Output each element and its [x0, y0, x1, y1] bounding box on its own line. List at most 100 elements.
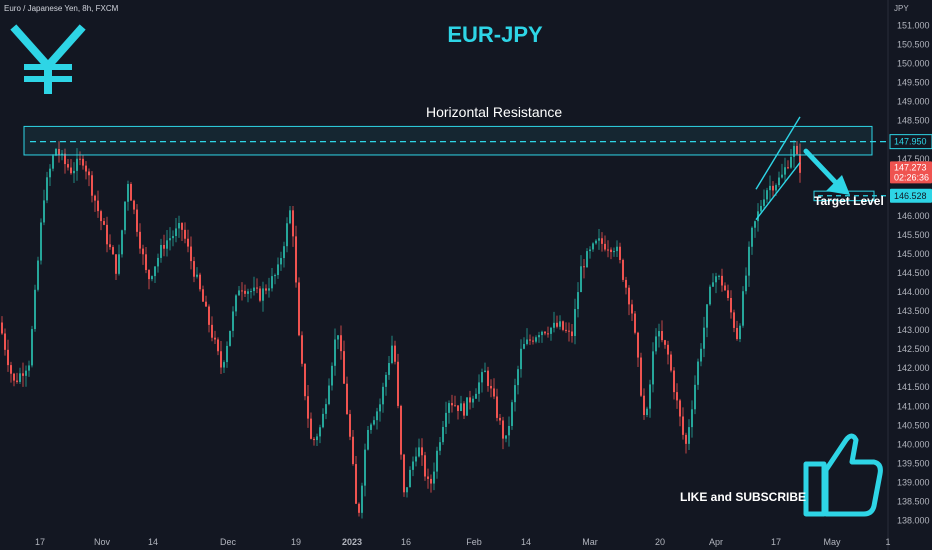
- candle-body: [463, 403, 465, 416]
- x-tick-label: 20: [655, 537, 665, 547]
- resistance-price-tag-bg: [890, 135, 932, 148]
- candle-body: [529, 339, 531, 341]
- candle-body: [253, 287, 255, 292]
- candle-body: [625, 279, 627, 288]
- y-tick-label: 149.500: [897, 78, 930, 88]
- candle-body: [226, 345, 228, 363]
- candle-body: [28, 365, 30, 371]
- candle-body: [313, 438, 315, 441]
- candle-body: [268, 288, 270, 291]
- candle-body: [418, 447, 420, 457]
- candle-body: [616, 246, 618, 252]
- candle-body: [328, 385, 330, 405]
- y-tick-label: 141.500: [897, 382, 930, 392]
- candle-body: [139, 231, 141, 249]
- candle-body: [220, 351, 222, 368]
- candle-body: [517, 369, 519, 386]
- candle-body: [151, 276, 153, 280]
- candle-body: [391, 345, 393, 364]
- candle-body: [160, 244, 162, 258]
- candle-body: [94, 195, 96, 201]
- x-tick-label: 14: [521, 537, 531, 547]
- candle-body: [409, 469, 411, 488]
- candle-body: [292, 210, 294, 237]
- candle-body: [766, 190, 768, 200]
- candle-body: [178, 223, 180, 229]
- candle-body: [742, 291, 744, 326]
- candle-body: [448, 403, 450, 413]
- candle-body: [544, 331, 546, 334]
- y-tick-label: 142.000: [897, 363, 930, 373]
- candle-body: [43, 200, 45, 223]
- yen-icon: [10, 24, 86, 94]
- last-price-tag-bg: [890, 161, 932, 184]
- candle-body: [31, 329, 33, 366]
- candle-body: [499, 417, 501, 421]
- candle-body: [475, 393, 477, 399]
- candle-body: [76, 158, 78, 171]
- candle-body: [316, 436, 318, 441]
- candle-body: [466, 397, 468, 416]
- x-tick-label: 1: [885, 537, 890, 547]
- candle-body: [376, 411, 378, 421]
- resistance-zone: [23, 125, 873, 156]
- candle-body: [58, 148, 60, 156]
- countdown-tag: 02:26:36: [894, 172, 929, 182]
- candle-body: [631, 304, 633, 314]
- candle-body: [790, 156, 792, 168]
- candle-body: [430, 478, 432, 484]
- candle-body: [115, 254, 117, 274]
- candle-body: [598, 238, 600, 241]
- candle-body: [325, 404, 327, 414]
- candle-body: [580, 266, 582, 293]
- candle-body: [427, 476, 429, 479]
- x-tick-label: Mar: [582, 537, 598, 547]
- candle-body: [37, 260, 39, 290]
- candle-body: [571, 331, 573, 337]
- y-tick-label: 140.500: [897, 420, 930, 430]
- candle-body: [730, 297, 732, 313]
- candle-body: [310, 418, 312, 439]
- candle-body: [676, 392, 678, 401]
- candle-body: [502, 420, 504, 439]
- candle-body: [679, 400, 681, 417]
- candle-body: [457, 405, 459, 412]
- candle-body: [346, 383, 348, 415]
- candle-body: [583, 266, 585, 268]
- candle-body: [106, 224, 108, 245]
- target-price-tag-bg: [890, 188, 932, 203]
- candle-body: [142, 248, 144, 255]
- candle-body: [523, 344, 525, 349]
- projection-arrow-head: [826, 174, 850, 195]
- candle-body: [340, 335, 342, 352]
- candle-body: [382, 386, 384, 405]
- candle-body: [706, 304, 708, 328]
- chart-title: EUR-JPY: [447, 22, 543, 47]
- candle-body: [670, 354, 672, 371]
- candle-body: [532, 340, 534, 342]
- candle-body: [298, 282, 300, 336]
- candle-body: [673, 370, 675, 393]
- candle-body: [442, 426, 444, 443]
- candle-body: [52, 155, 54, 169]
- candle-body: [574, 309, 576, 337]
- candle-body: [526, 339, 528, 345]
- candle-body: [148, 270, 150, 280]
- y-tick-label: 150.000: [897, 59, 930, 69]
- candle-body: [319, 427, 321, 437]
- candle-body: [712, 282, 714, 287]
- candle-body: [487, 370, 489, 386]
- candle-body: [709, 286, 711, 305]
- candle-body: [586, 251, 588, 268]
- candle-body: [232, 311, 234, 331]
- candle-body: [688, 427, 690, 444]
- candle-body: [208, 306, 210, 325]
- candle-body: [334, 339, 336, 366]
- candle-body: [403, 454, 405, 493]
- currency-unit: JPY: [894, 4, 909, 13]
- candle-body: [286, 223, 288, 247]
- candle-body: [373, 420, 375, 425]
- thumb-cuff: [803, 461, 827, 517]
- candle-body: [88, 171, 90, 176]
